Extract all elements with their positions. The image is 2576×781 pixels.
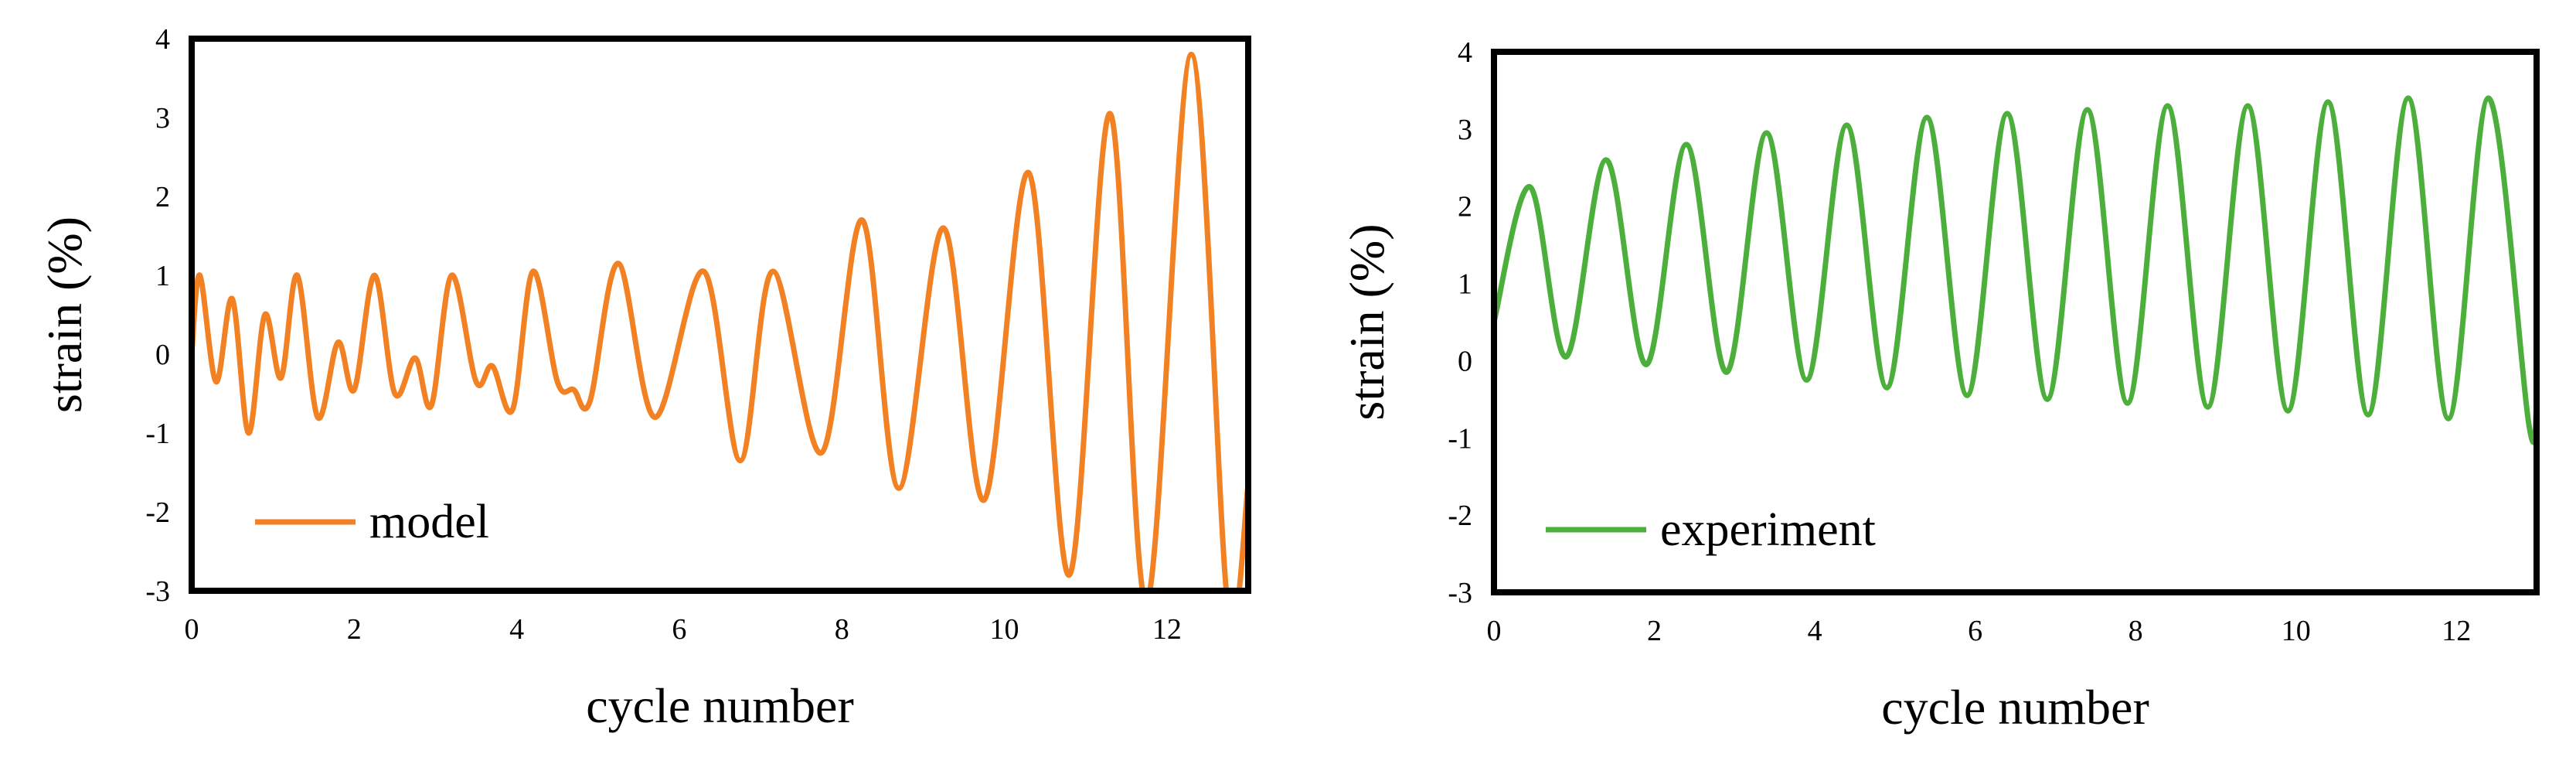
experiment-x-tick-label: 12 (2442, 615, 2471, 647)
experiment-series-line (1494, 95, 2537, 445)
experiment-y-tick-label: -1 (1448, 422, 1472, 455)
model-x-tick-label: 4 (509, 613, 524, 646)
model-y-tick-label: -3 (145, 575, 170, 608)
experiment-y-axis-title: strain (%) (1339, 223, 1394, 420)
model-series-line (192, 51, 1248, 591)
experiment-y-tick-label: -3 (1448, 577, 1472, 609)
model-x-tick-label: 0 (185, 613, 199, 646)
experiment-x-tick-label: 0 (1487, 615, 1502, 647)
model-y-tick-label: 0 (155, 339, 170, 371)
experiment-x-tick-label: 4 (1808, 615, 1822, 647)
experiment-y-tick-label: 2 (1458, 191, 1472, 223)
model-plot-frame (189, 36, 1251, 594)
experiment-x-tick-label: 10 (2282, 615, 2311, 647)
model-y-tick-label: 4 (155, 23, 170, 56)
experiment-y-tick-label: 3 (1458, 114, 1472, 146)
model-x-tick-label: 6 (672, 613, 686, 646)
model-y-tick-label: -2 (145, 496, 170, 529)
model-x-tick-label: 8 (835, 613, 849, 646)
model-x-axis-title: cycle number (586, 678, 854, 733)
experiment-legend-label: experiment (1660, 503, 1876, 556)
model-x-tick-label: 10 (990, 613, 1019, 646)
model-y-tick-label: 2 (155, 181, 170, 213)
experiment-x-tick-label: 2 (1647, 615, 1662, 647)
model-y-tick-label: -1 (145, 418, 170, 450)
model-y-axis-title: strain (%) (37, 217, 92, 413)
model-x-tick-label: 12 (1152, 613, 1182, 646)
experiment-x-axis-title: cycle number (1881, 680, 2149, 735)
experiment-y-tick-label: 1 (1458, 268, 1472, 301)
experiment-plot-frame (1491, 49, 2540, 595)
model-y-tick-label: 1 (155, 260, 170, 292)
experiment-x-tick-label: 8 (2129, 615, 2143, 647)
model-x-tick-label: 2 (347, 613, 362, 646)
experiment-y-tick-label: 4 (1458, 36, 1472, 69)
experiment-y-tick-label: -2 (1448, 500, 1472, 532)
model-y-tick-label: 3 (155, 102, 170, 135)
experiment-y-tick-label: 0 (1458, 345, 1472, 377)
model-legend-label: model (369, 496, 489, 548)
experiment-x-tick-label: 6 (1968, 615, 1982, 647)
